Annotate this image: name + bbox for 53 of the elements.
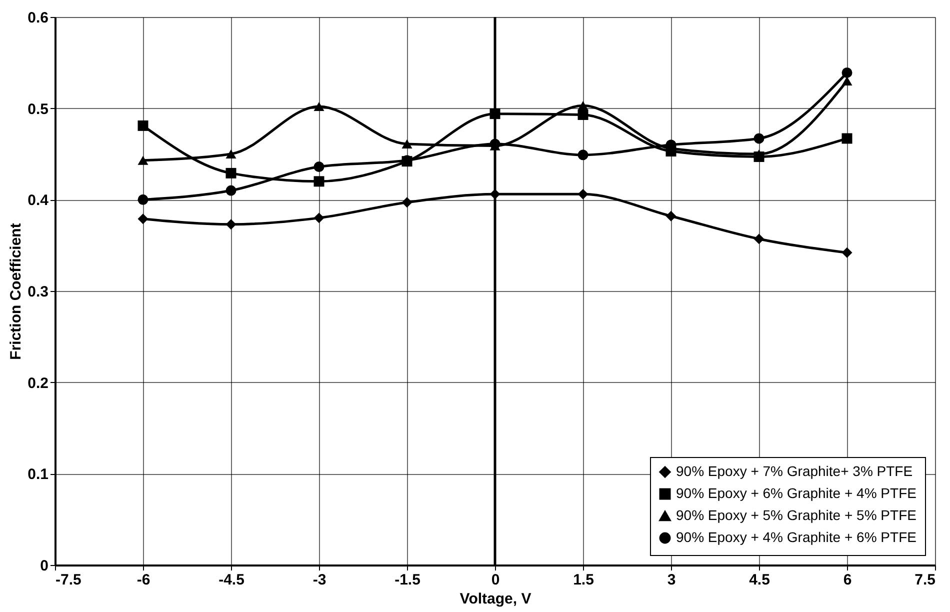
point [314,162,324,172]
point [226,219,236,230]
point [578,109,588,120]
y-tick-label: 0.1 [28,466,48,484]
legend-label: 90% Epoxy + 5% Graphite + 5% PTFE [676,507,916,523]
point [666,210,676,222]
x-tick-label: -3 [312,572,326,588]
point [578,150,588,160]
point [490,108,500,120]
x-tick-label: -4.5 [218,572,244,588]
point [226,168,236,178]
point [314,176,324,187]
x-tick-label: -7.5 [56,572,82,588]
legend-label: 90% Epoxy + 7% Graphite+ 3% PTFE [676,463,913,479]
point [842,133,852,144]
x-tick-label: 1.5 [573,572,594,588]
point [754,149,764,159]
x-tick-label: 6 [843,572,852,588]
x-tick-label: -1.5 [394,572,420,588]
point [490,188,500,200]
x-tick-label: 7.5 [914,572,936,588]
y-tick-label: 0 [40,558,48,574]
x-tick-label: 0 [491,572,500,588]
point [842,76,852,86]
point [138,214,148,224]
point [226,149,236,159]
x-axis-title: Voltage, V [460,590,532,608]
point [578,101,588,110]
y-tick-label: 0.3 [28,284,48,300]
point [842,247,852,258]
y-tick-label: 0.5 [28,100,48,118]
point [754,234,764,244]
y-tick-label: 0.6 [28,10,48,26]
y-axis-title: Friction Coefficient [8,223,25,360]
legend-label: 90% Epoxy + 4% Graphite + 6% PTFE [676,529,916,545]
x-tick-label: 3 [667,572,676,588]
legend-label: 90% Epoxy + 6% Graphite + 4% PTFE [676,485,916,501]
point [402,197,412,208]
point [138,194,148,205]
point [314,102,324,112]
y-tick-label: 0.2 [28,374,48,392]
point [138,120,148,131]
point [754,133,764,144]
y-tick-label: 0.4 [28,192,50,210]
x-tick-label: 4.5 [749,572,770,588]
point [402,139,412,148]
point [226,185,236,196]
point [490,138,500,150]
point [138,156,148,165]
point [842,67,852,78]
point [314,212,324,224]
point [578,188,588,200]
x-tick-label: -6 [136,572,150,588]
